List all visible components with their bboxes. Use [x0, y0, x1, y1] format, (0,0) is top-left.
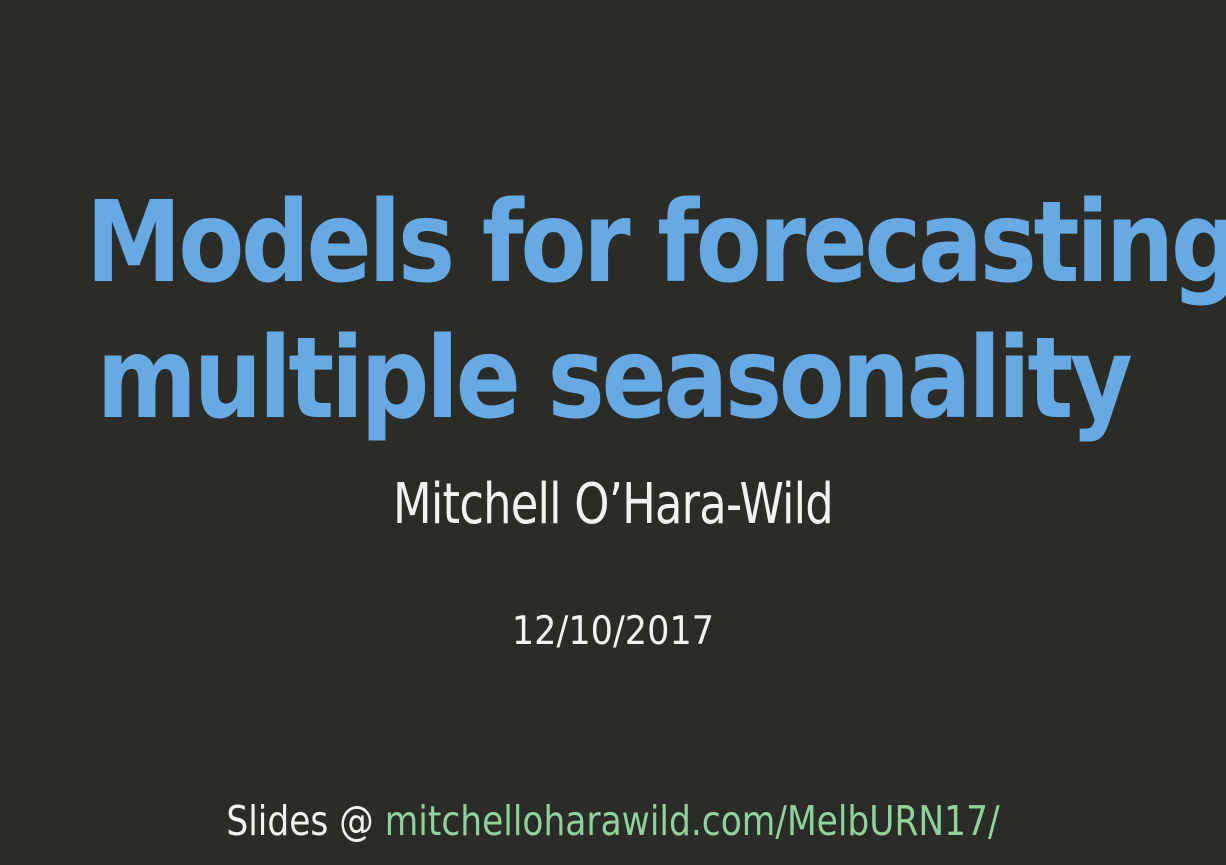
- slides-label: Slides @: [226, 797, 374, 845]
- author-name: Mitchell O’Hara-Wild: [393, 472, 834, 537]
- slide-title: Models for forecasting multiple seasonal…: [85, 175, 1226, 447]
- slides-footer: Slides @ mitchelloharawild.com/MelbURN17…: [98, 794, 1128, 848]
- slide-title-line-1: Models for forecasting: [85, 178, 1226, 309]
- slides-link[interactable]: mitchelloharawild.com/MelbURN17/: [384, 797, 1000, 845]
- slide-title-line-2: multiple seasonality: [96, 314, 1133, 445]
- presentation-date: 12/10/2017: [511, 609, 715, 654]
